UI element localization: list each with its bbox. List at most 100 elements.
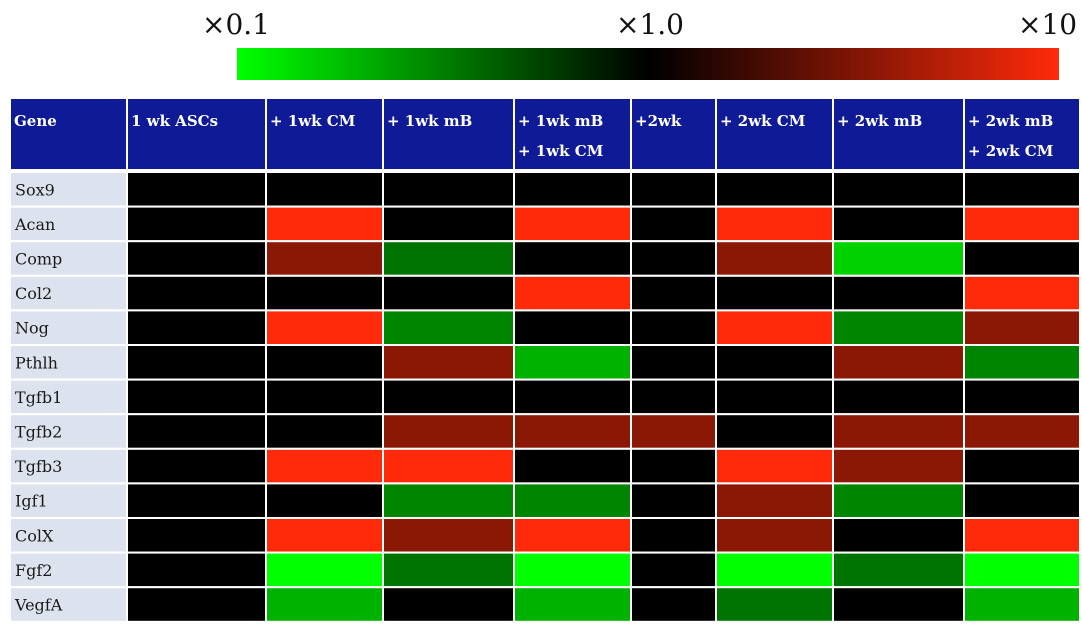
heatmap-cell (963, 240, 1081, 277)
header-cell-gene (9, 97, 128, 171)
row-label: Fgf2 (15, 561, 52, 580)
heatmap-cell (513, 240, 632, 277)
heatmap-cell (832, 378, 965, 416)
row-label-cell (9, 413, 128, 450)
heatmap-cell (832, 240, 965, 277)
heatmap-cell (126, 205, 267, 243)
heatmap-cell (265, 274, 384, 312)
heatmap-cell (265, 586, 384, 623)
heatmap-cell (126, 171, 267, 208)
heatmap-cell (513, 171, 632, 208)
heatmap-cell (715, 586, 834, 623)
colorbar-tick-mid: ×1.0 (616, 8, 684, 41)
heatmap-cell (265, 517, 384, 554)
heatmap-cell (630, 447, 717, 485)
heatmap-cell (265, 551, 384, 589)
header-cell (630, 97, 717, 171)
row-label: Tgfb3 (15, 457, 62, 476)
row-label: Sox9 (15, 180, 55, 199)
heatmap-cell (126, 586, 267, 623)
heatmap-cell (126, 344, 267, 381)
header-cell (382, 97, 515, 171)
heatmap-cell (832, 171, 965, 208)
column-label: 1 wk ASCs (131, 112, 218, 130)
heatmap-cell (265, 482, 384, 519)
heatmap-cell (265, 309, 384, 346)
heatmap-cell (715, 344, 834, 381)
row-label: Col2 (15, 284, 52, 303)
heatmap-cell (963, 551, 1081, 589)
heatmap-cell (382, 171, 515, 208)
heatmap-cell (715, 240, 834, 277)
heatmap-cell (126, 413, 267, 450)
column-label: +2wk (635, 112, 682, 130)
heatmap-cell (630, 274, 717, 312)
heatmap-cell (382, 240, 515, 277)
heatmap-cell (963, 517, 1081, 554)
heatmap-cell (963, 413, 1081, 450)
heatmap-cell (513, 274, 632, 312)
heatmap-cell (630, 378, 717, 416)
heatmap-cell (630, 586, 717, 623)
heatmap-cell (715, 551, 834, 589)
heatmap-cell (513, 447, 632, 485)
column-label: + 1wk mB (387, 112, 472, 130)
heatmap-cell (382, 309, 515, 346)
heatmap-cell (715, 171, 834, 208)
header-cell (963, 97, 1081, 171)
heatmap-cell (715, 482, 834, 519)
heatmap-cell (630, 309, 717, 346)
heatmap-cell (832, 551, 965, 589)
heatmap-cell (382, 205, 515, 243)
heatmap-cell (382, 274, 515, 312)
colorbar-tick-max: ×10 (1018, 8, 1078, 41)
column-label: + 2wk mB (837, 112, 922, 130)
heatmap-cell (126, 378, 267, 416)
row-label-cell (9, 378, 128, 416)
heatmap-cell (382, 517, 515, 554)
row-label-cell (9, 586, 128, 623)
row-label: Nog (15, 319, 49, 338)
heatmap-cell (126, 447, 267, 485)
heatmap-cell (963, 205, 1081, 243)
heatmap-cell (382, 586, 515, 623)
row-label: Acan (14, 215, 55, 234)
corner-label: Gene (14, 112, 57, 130)
row-label: Tgfb2 (15, 423, 62, 442)
heatmap-cell (832, 586, 965, 623)
row-label: Pthlh (15, 353, 58, 372)
heatmap-cell (715, 274, 834, 312)
heatmap-cell (715, 205, 834, 243)
heatmap-cell (715, 517, 834, 554)
heatmap-cell (265, 171, 384, 208)
heatmap-cell (963, 586, 1081, 623)
heatmap-cell (126, 309, 267, 346)
row-label-cell (9, 309, 128, 346)
heatmap-cell (382, 378, 515, 416)
column-label: + 2wk CM (720, 112, 805, 130)
heatmap-cell (832, 447, 965, 485)
heatmap-cell (832, 309, 965, 346)
heatmap-cell (382, 482, 515, 519)
heatmap-cell (715, 447, 834, 485)
heatmap-cell (630, 240, 717, 277)
row-label: Igf1 (15, 492, 48, 511)
heatmap-cell (630, 551, 717, 589)
heatmap-cell (513, 309, 632, 346)
heatmap-cell (513, 413, 632, 450)
heatmap-cell (832, 274, 965, 312)
heatmap-cell (963, 447, 1081, 485)
header-cell (126, 97, 267, 171)
column-label: + 2wk mB (968, 112, 1053, 130)
heatmap-cell (715, 413, 834, 450)
heatmap-cell (963, 344, 1081, 381)
colorbar-tick-min: ×0.1 (202, 8, 270, 41)
column-label: + 2wk CM (968, 142, 1053, 160)
heatmap-cell (832, 344, 965, 381)
heatmap-cell (630, 205, 717, 243)
heatmap-cell (715, 309, 834, 346)
heatmap-cell (513, 586, 632, 623)
heatmap-cell (832, 413, 965, 450)
column-label: + 1wk CM (518, 142, 603, 160)
